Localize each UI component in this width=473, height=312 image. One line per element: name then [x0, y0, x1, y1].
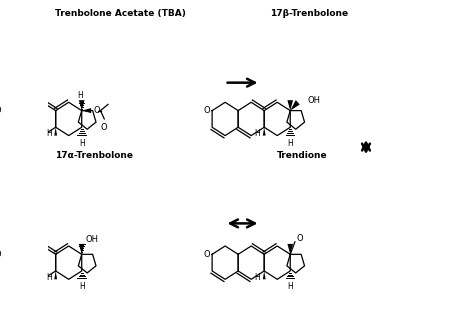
Text: H: H: [288, 139, 293, 148]
Text: H: H: [255, 129, 261, 138]
Polygon shape: [288, 100, 293, 111]
Text: H: H: [77, 91, 83, 100]
Polygon shape: [79, 100, 85, 111]
Text: Trendione: Trendione: [277, 151, 327, 160]
Text: H: H: [79, 282, 85, 291]
Text: O: O: [101, 123, 107, 132]
Text: H: H: [255, 273, 261, 282]
Polygon shape: [82, 108, 91, 113]
Polygon shape: [263, 271, 266, 279]
Text: Trenbolone Acetate (TBA): Trenbolone Acetate (TBA): [55, 9, 186, 18]
Polygon shape: [263, 127, 266, 136]
Text: 17α-Trenbolone: 17α-Trenbolone: [55, 151, 133, 160]
Text: H: H: [46, 129, 52, 138]
Text: 17β-Trenbolone: 17β-Trenbolone: [270, 9, 349, 18]
Polygon shape: [288, 244, 293, 254]
Text: O: O: [94, 106, 101, 115]
Text: H: H: [79, 139, 85, 148]
Polygon shape: [290, 100, 300, 111]
Text: O: O: [297, 234, 303, 243]
Polygon shape: [54, 271, 57, 279]
Text: O: O: [203, 250, 210, 259]
Text: O: O: [0, 250, 1, 259]
Text: O: O: [0, 106, 1, 115]
Text: OH: OH: [86, 235, 98, 244]
Polygon shape: [54, 127, 57, 136]
Text: OH: OH: [307, 96, 320, 105]
Text: H: H: [46, 273, 52, 282]
Text: H: H: [288, 282, 293, 291]
Text: O: O: [203, 106, 210, 115]
Polygon shape: [79, 244, 85, 254]
